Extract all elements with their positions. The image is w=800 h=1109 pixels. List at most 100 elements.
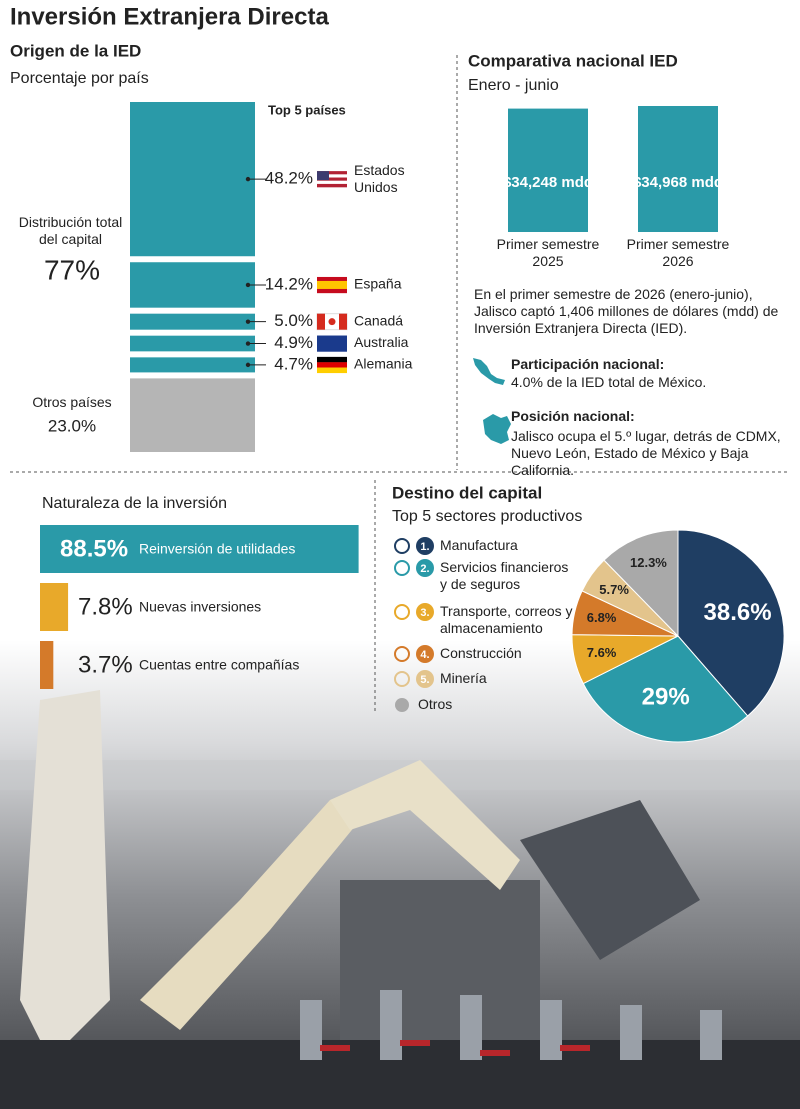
leader-dot [245, 362, 251, 368]
item-text: 4.0% de la IED total de México. [511, 374, 707, 390]
value-label: 38.6% [704, 599, 772, 626]
item-text: Jalisco ocupa el 5.º lugar, detrás de CD… [511, 428, 781, 478]
category-label: Estados Unidos [354, 162, 405, 196]
category-label: Otros países [32, 394, 111, 410]
legend-rank: 4. [420, 649, 429, 661]
category-label: Alemania [354, 356, 413, 372]
leader-dot [245, 341, 251, 346]
leader-dot [245, 319, 251, 324]
page-title: Inversión Extranjera Directa [10, 3, 329, 30]
flag [317, 284, 347, 290]
value-label: 5.7% [599, 582, 629, 597]
chart-title: Comparativa nacional IED [468, 51, 678, 70]
value-label: 12.3% [630, 555, 667, 570]
bar-segment [130, 378, 255, 452]
legend-icon [394, 646, 410, 662]
legend-rank: 3. [420, 607, 429, 619]
legend-marker [416, 603, 434, 621]
legend-marker [416, 645, 434, 663]
legend-icon [394, 560, 410, 576]
legend-label: Manufactura [440, 537, 518, 553]
value-label: 4.9% [274, 333, 313, 352]
item-heading: Participación nacional: [511, 356, 665, 372]
legend-rank: 2. [420, 563, 429, 575]
flag [317, 356, 347, 363]
value-label: 3.7% [78, 651, 133, 678]
flag [317, 174, 347, 178]
category-label: Reinversión de utilidades [139, 541, 295, 557]
legend-icon [394, 671, 410, 687]
bar [40, 583, 69, 631]
bar-segment [130, 313, 255, 330]
bar-segment [130, 262, 255, 308]
category-label: Primer semestre 2025 [496, 236, 600, 269]
chart-title: Naturaleza de la inversión [42, 495, 227, 512]
legend-label: Construcción [440, 645, 522, 661]
value-label: 6.8% [587, 610, 617, 625]
flag [317, 180, 347, 185]
pie-slice [582, 635, 749, 743]
value-label: $34,968 mdd [633, 174, 723, 191]
bar-segment [130, 335, 255, 352]
legend-rank: 5. [420, 674, 429, 686]
total-label: 77% [44, 254, 100, 285]
category-label: Canadá [354, 312, 403, 328]
item-heading: Posición nacional: [511, 408, 635, 424]
value-label: $34,248 mdd [503, 174, 593, 191]
bar [508, 108, 588, 232]
value-label: 7.6% [587, 645, 617, 660]
legend-rank: 1. [420, 541, 429, 553]
bar [638, 106, 718, 232]
flag [317, 280, 347, 286]
flag [317, 276, 347, 282]
chart-subtitle: Porcentaje por país [10, 70, 149, 87]
category-label: Cuentas entre compañías [139, 657, 299, 673]
bar-segment [130, 357, 255, 373]
value-label: 29% [642, 684, 690, 711]
value-label: 7.8% [78, 593, 133, 620]
category-label: Nuevas inversiones [139, 599, 261, 615]
legend-label: Transporte, correos y almacenamiento [440, 603, 573, 636]
legend-icon [395, 698, 409, 712]
chart-subtitle: Enero - junio [468, 77, 559, 94]
legend-icon [394, 604, 410, 620]
value-label: 88.5% [60, 535, 128, 562]
separators [10, 55, 790, 712]
flag [317, 183, 347, 188]
flag [317, 177, 347, 181]
legend-label: Minería [440, 670, 487, 686]
leader-dot [245, 282, 251, 288]
legend-label: Servicios financieros y de seguros [440, 559, 569, 592]
legend-marker [416, 670, 434, 688]
bar-segment [130, 102, 255, 257]
legend-icon [394, 538, 410, 554]
category-label: Primer semestre 2026 [626, 236, 730, 269]
value-label: 23.0% [48, 417, 96, 436]
category-label: España [354, 276, 402, 292]
legend-label: Otros [418, 696, 453, 712]
flag [328, 318, 336, 326]
note: Distribución total del capital [18, 214, 123, 247]
bar [40, 641, 54, 689]
map-icons [473, 358, 511, 444]
chart-title: Origen de la IED [10, 41, 141, 60]
flag [317, 335, 347, 352]
flag [317, 171, 347, 175]
pie-slice [603, 529, 679, 638]
bar [40, 525, 359, 573]
legend-marker [416, 537, 434, 555]
summary: En el primer semestre de 2026 (enero-jun… [474, 286, 779, 336]
flag [317, 367, 347, 374]
flag [339, 313, 347, 330]
value-label: 5.0% [274, 311, 313, 330]
flag [317, 362, 347, 368]
legend-title: Top 5 países [268, 102, 346, 117]
value-label: 4.7% [274, 354, 313, 373]
flag [317, 171, 329, 181]
chart-title: Destino del capital [392, 483, 542, 502]
flag [317, 288, 347, 294]
category-label: Australia [354, 334, 409, 350]
pie-slice [677, 529, 785, 717]
